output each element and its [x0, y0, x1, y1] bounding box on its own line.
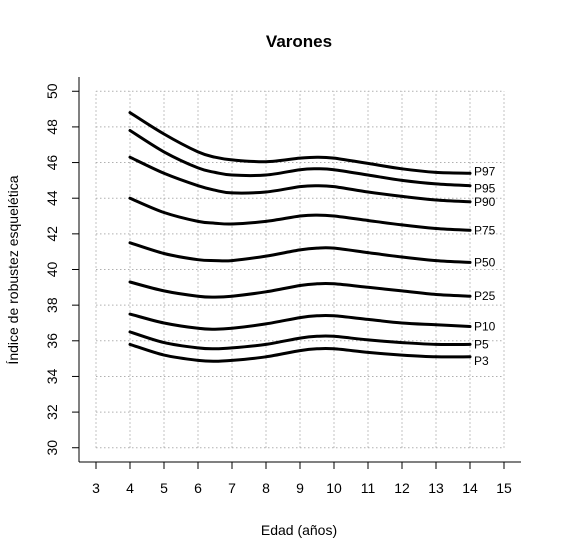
- series-line-p50: [128, 241, 472, 264]
- x-tick-label: 3: [92, 480, 100, 496]
- series-label-p25: P25: [474, 289, 496, 303]
- series-label-p5: P5: [474, 337, 489, 351]
- y-tick-label: 32: [44, 404, 60, 420]
- axes: 3 4 5 6 7 8 9 10 11 12 13 14 15303234363840424446485…: [44, 77, 521, 496]
- series-label-p90: P90: [474, 195, 496, 209]
- x-tick-label: 5: [160, 480, 168, 496]
- series-label-p75: P75: [474, 223, 496, 237]
- x-tick-label: 13: [428, 480, 444, 496]
- x-tick-label: 4: [126, 480, 134, 496]
- x-tick-label: 14: [462, 480, 478, 496]
- series-label-p97: P97: [474, 164, 496, 178]
- y-tick-label: 38: [44, 297, 60, 313]
- y-tick-label: 46: [44, 155, 60, 171]
- x-tick-label: 7: [228, 480, 236, 496]
- x-tick-label: 15: [496, 480, 512, 496]
- series-line-p3: [128, 342, 472, 363]
- series-line-p90: [128, 155, 472, 204]
- x-tick-label: 6: [194, 480, 202, 496]
- y-axis-label: Índice de robustez esquelética: [5, 175, 21, 364]
- y-tick-label: 40: [44, 262, 60, 278]
- series-label-p10: P10: [474, 320, 496, 334]
- series-line-p97: [128, 111, 472, 175]
- x-tick-label: 10: [326, 480, 342, 496]
- series-line-p75: [128, 196, 472, 232]
- grid-lines: [95, 90, 505, 449]
- series-line-p5: [128, 330, 472, 351]
- series-lines: [128, 111, 472, 363]
- series-line-p25: [128, 280, 472, 299]
- y-tick-label: 36: [44, 333, 60, 349]
- y-tick-label: 48: [44, 119, 60, 135]
- x-tick-label: 8: [262, 480, 270, 496]
- y-tick-label: 50: [44, 83, 60, 99]
- x-tick-label: 9: [296, 480, 304, 496]
- y-tick-label: 34: [44, 368, 60, 384]
- x-tick-label: 12: [394, 480, 410, 496]
- series-line-p95: [128, 129, 472, 188]
- chart-title: Varones: [266, 32, 332, 51]
- series-line-p10: [128, 312, 472, 331]
- x-axis-label: Edad (años): [261, 522, 337, 538]
- series-label-p3: P3: [474, 354, 489, 368]
- series-label-p95: P95: [474, 182, 496, 196]
- y-tick-label: 30: [44, 440, 60, 456]
- y-tick-label: 44: [44, 190, 60, 206]
- y-tick-label: 42: [44, 226, 60, 242]
- x-tick-label: 11: [361, 480, 376, 496]
- series-label-p50: P50: [474, 255, 496, 269]
